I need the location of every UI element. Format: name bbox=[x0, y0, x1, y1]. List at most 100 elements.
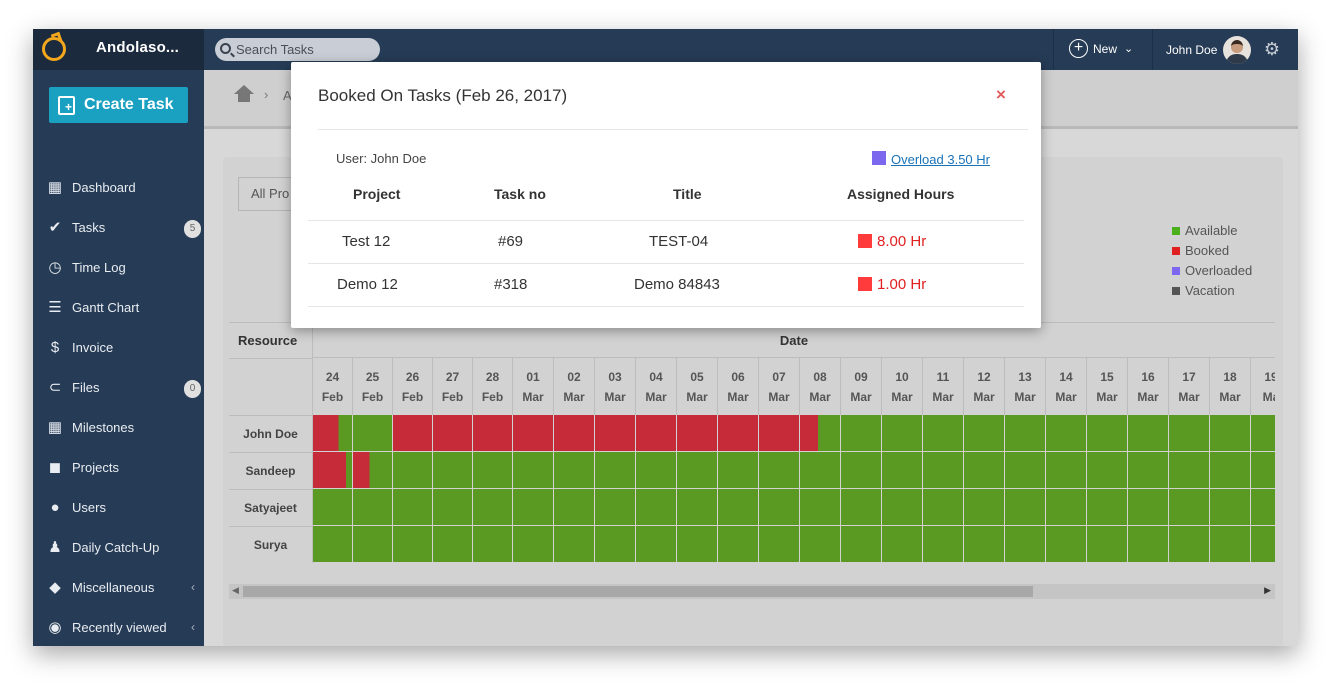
overload-link[interactable]: Overload 3.50 Hr bbox=[891, 152, 990, 167]
sidebar-item-tasks[interactable]: ✔ Tasks 5 bbox=[33, 208, 204, 248]
booked-cell[interactable] bbox=[677, 415, 717, 451]
available-cell[interactable] bbox=[841, 489, 881, 525]
booked-cell[interactable] bbox=[313, 452, 352, 488]
booked-cell[interactable] bbox=[513, 415, 553, 451]
available-cell[interactable] bbox=[595, 452, 635, 488]
available-cell[interactable] bbox=[513, 452, 553, 488]
available-cell[interactable] bbox=[759, 452, 799, 488]
available-cell[interactable] bbox=[923, 452, 963, 488]
search-input[interactable]: Search Tasks bbox=[215, 38, 380, 61]
available-cell[interactable] bbox=[1046, 452, 1086, 488]
scroll-left-icon[interactable]: ◀ bbox=[232, 585, 239, 595]
available-cell[interactable] bbox=[636, 489, 676, 525]
available-cell[interactable] bbox=[800, 489, 840, 525]
available-cell[interactable] bbox=[433, 452, 472, 488]
available-cell[interactable] bbox=[473, 489, 512, 525]
booked-cell[interactable] bbox=[595, 415, 635, 451]
available-cell[interactable] bbox=[595, 489, 635, 525]
available-cell[interactable] bbox=[393, 489, 432, 525]
available-cell[interactable] bbox=[923, 526, 963, 562]
available-cell[interactable] bbox=[353, 415, 392, 451]
row-task-no[interactable]: #318 bbox=[494, 276, 528, 293]
available-cell[interactable] bbox=[1210, 526, 1250, 562]
available-cell[interactable] bbox=[513, 526, 553, 562]
available-cell[interactable] bbox=[1046, 415, 1086, 451]
available-cell[interactable] bbox=[1046, 526, 1086, 562]
available-cell[interactable] bbox=[1210, 415, 1250, 451]
gear-icon[interactable]: ⚙ bbox=[1263, 39, 1281, 59]
available-cell[interactable] bbox=[1087, 526, 1127, 562]
resource-name[interactable]: Satyajeet bbox=[229, 489, 313, 526]
available-cell[interactable] bbox=[554, 489, 594, 525]
chevron-left-icon[interactable]: ‹ bbox=[191, 620, 195, 634]
create-task-button[interactable]: Create Task bbox=[49, 87, 188, 123]
available-cell[interactable] bbox=[677, 489, 717, 525]
booked-cell[interactable] bbox=[313, 415, 352, 451]
brand[interactable]: Andolaso... bbox=[33, 29, 204, 70]
available-cell[interactable] bbox=[1087, 415, 1127, 451]
available-cell[interactable] bbox=[1251, 415, 1275, 451]
available-cell[interactable] bbox=[718, 526, 758, 562]
resource-name[interactable]: John Doe bbox=[229, 415, 313, 452]
available-cell[interactable] bbox=[841, 526, 881, 562]
available-cell[interactable] bbox=[1087, 452, 1127, 488]
available-cell[interactable] bbox=[1005, 526, 1045, 562]
booked-cell[interactable] bbox=[636, 415, 676, 451]
sidebar-item-gantt-chart[interactable]: ☰ Gantt Chart bbox=[33, 288, 204, 328]
row-task-no[interactable]: #69 bbox=[498, 233, 524, 250]
available-cell[interactable] bbox=[800, 526, 840, 562]
available-cell[interactable] bbox=[759, 526, 799, 562]
available-cell[interactable] bbox=[554, 452, 594, 488]
scroll-thumb[interactable] bbox=[243, 586, 1033, 597]
available-cell[interactable] bbox=[1251, 489, 1275, 525]
available-cell[interactable] bbox=[1005, 489, 1045, 525]
available-cell[interactable] bbox=[1210, 489, 1250, 525]
resource-name[interactable]: Sandeep bbox=[229, 452, 313, 489]
row-title[interactable]: Demo 84843 bbox=[634, 276, 720, 293]
available-cell[interactable] bbox=[636, 452, 676, 488]
booked-cell[interactable] bbox=[800, 415, 840, 451]
close-icon[interactable]: × bbox=[996, 85, 1006, 104]
booked-cell[interactable] bbox=[353, 452, 392, 488]
available-cell[interactable] bbox=[1005, 415, 1045, 451]
booked-cell[interactable] bbox=[433, 415, 472, 451]
available-cell[interactable] bbox=[1251, 526, 1275, 562]
available-cell[interactable] bbox=[353, 489, 392, 525]
available-cell[interactable] bbox=[353, 526, 392, 562]
sidebar-item-projects[interactable]: ◼ Projects bbox=[33, 448, 204, 488]
available-cell[interactable] bbox=[964, 415, 1004, 451]
available-cell[interactable] bbox=[759, 489, 799, 525]
sidebar-item-miscellaneous[interactable]: ◆ Miscellaneous ‹ bbox=[33, 568, 204, 608]
home-icon[interactable] bbox=[234, 85, 254, 102]
available-cell[interactable] bbox=[677, 452, 717, 488]
available-cell[interactable] bbox=[1046, 489, 1086, 525]
available-cell[interactable] bbox=[841, 452, 881, 488]
available-cell[interactable] bbox=[1169, 452, 1209, 488]
available-cell[interactable] bbox=[882, 452, 922, 488]
available-cell[interactable] bbox=[554, 526, 594, 562]
available-cell[interactable] bbox=[433, 489, 472, 525]
booked-cell[interactable] bbox=[473, 415, 512, 451]
sidebar-item-invoice[interactable]: $ Invoice bbox=[33, 328, 204, 368]
available-cell[interactable] bbox=[718, 452, 758, 488]
available-cell[interactable] bbox=[1005, 452, 1045, 488]
available-cell[interactable] bbox=[313, 526, 352, 562]
available-cell[interactable] bbox=[393, 452, 432, 488]
available-cell[interactable] bbox=[882, 526, 922, 562]
booked-cell[interactable] bbox=[393, 415, 432, 451]
sidebar-item-files[interactable]: ⊂ Files 0 bbox=[33, 368, 204, 408]
available-cell[interactable] bbox=[1169, 526, 1209, 562]
sidebar-item-daily-catch-up[interactable]: ♟ Daily Catch-Up bbox=[33, 528, 204, 568]
available-cell[interactable] bbox=[882, 415, 922, 451]
user-name[interactable]: John Doe bbox=[1166, 43, 1218, 57]
sidebar-item-users[interactable]: ● Users bbox=[33, 488, 204, 528]
scroll-right-icon[interactable]: ▶ bbox=[1264, 585, 1271, 595]
available-cell[interactable] bbox=[1128, 526, 1168, 562]
available-cell[interactable] bbox=[923, 489, 963, 525]
available-cell[interactable] bbox=[964, 526, 1004, 562]
available-cell[interactable] bbox=[800, 452, 840, 488]
avatar[interactable] bbox=[1223, 36, 1251, 64]
horizontal-scrollbar[interactable]: ◀ ▶ bbox=[229, 584, 1275, 599]
available-cell[interactable] bbox=[1210, 452, 1250, 488]
booked-cell[interactable] bbox=[759, 415, 799, 451]
